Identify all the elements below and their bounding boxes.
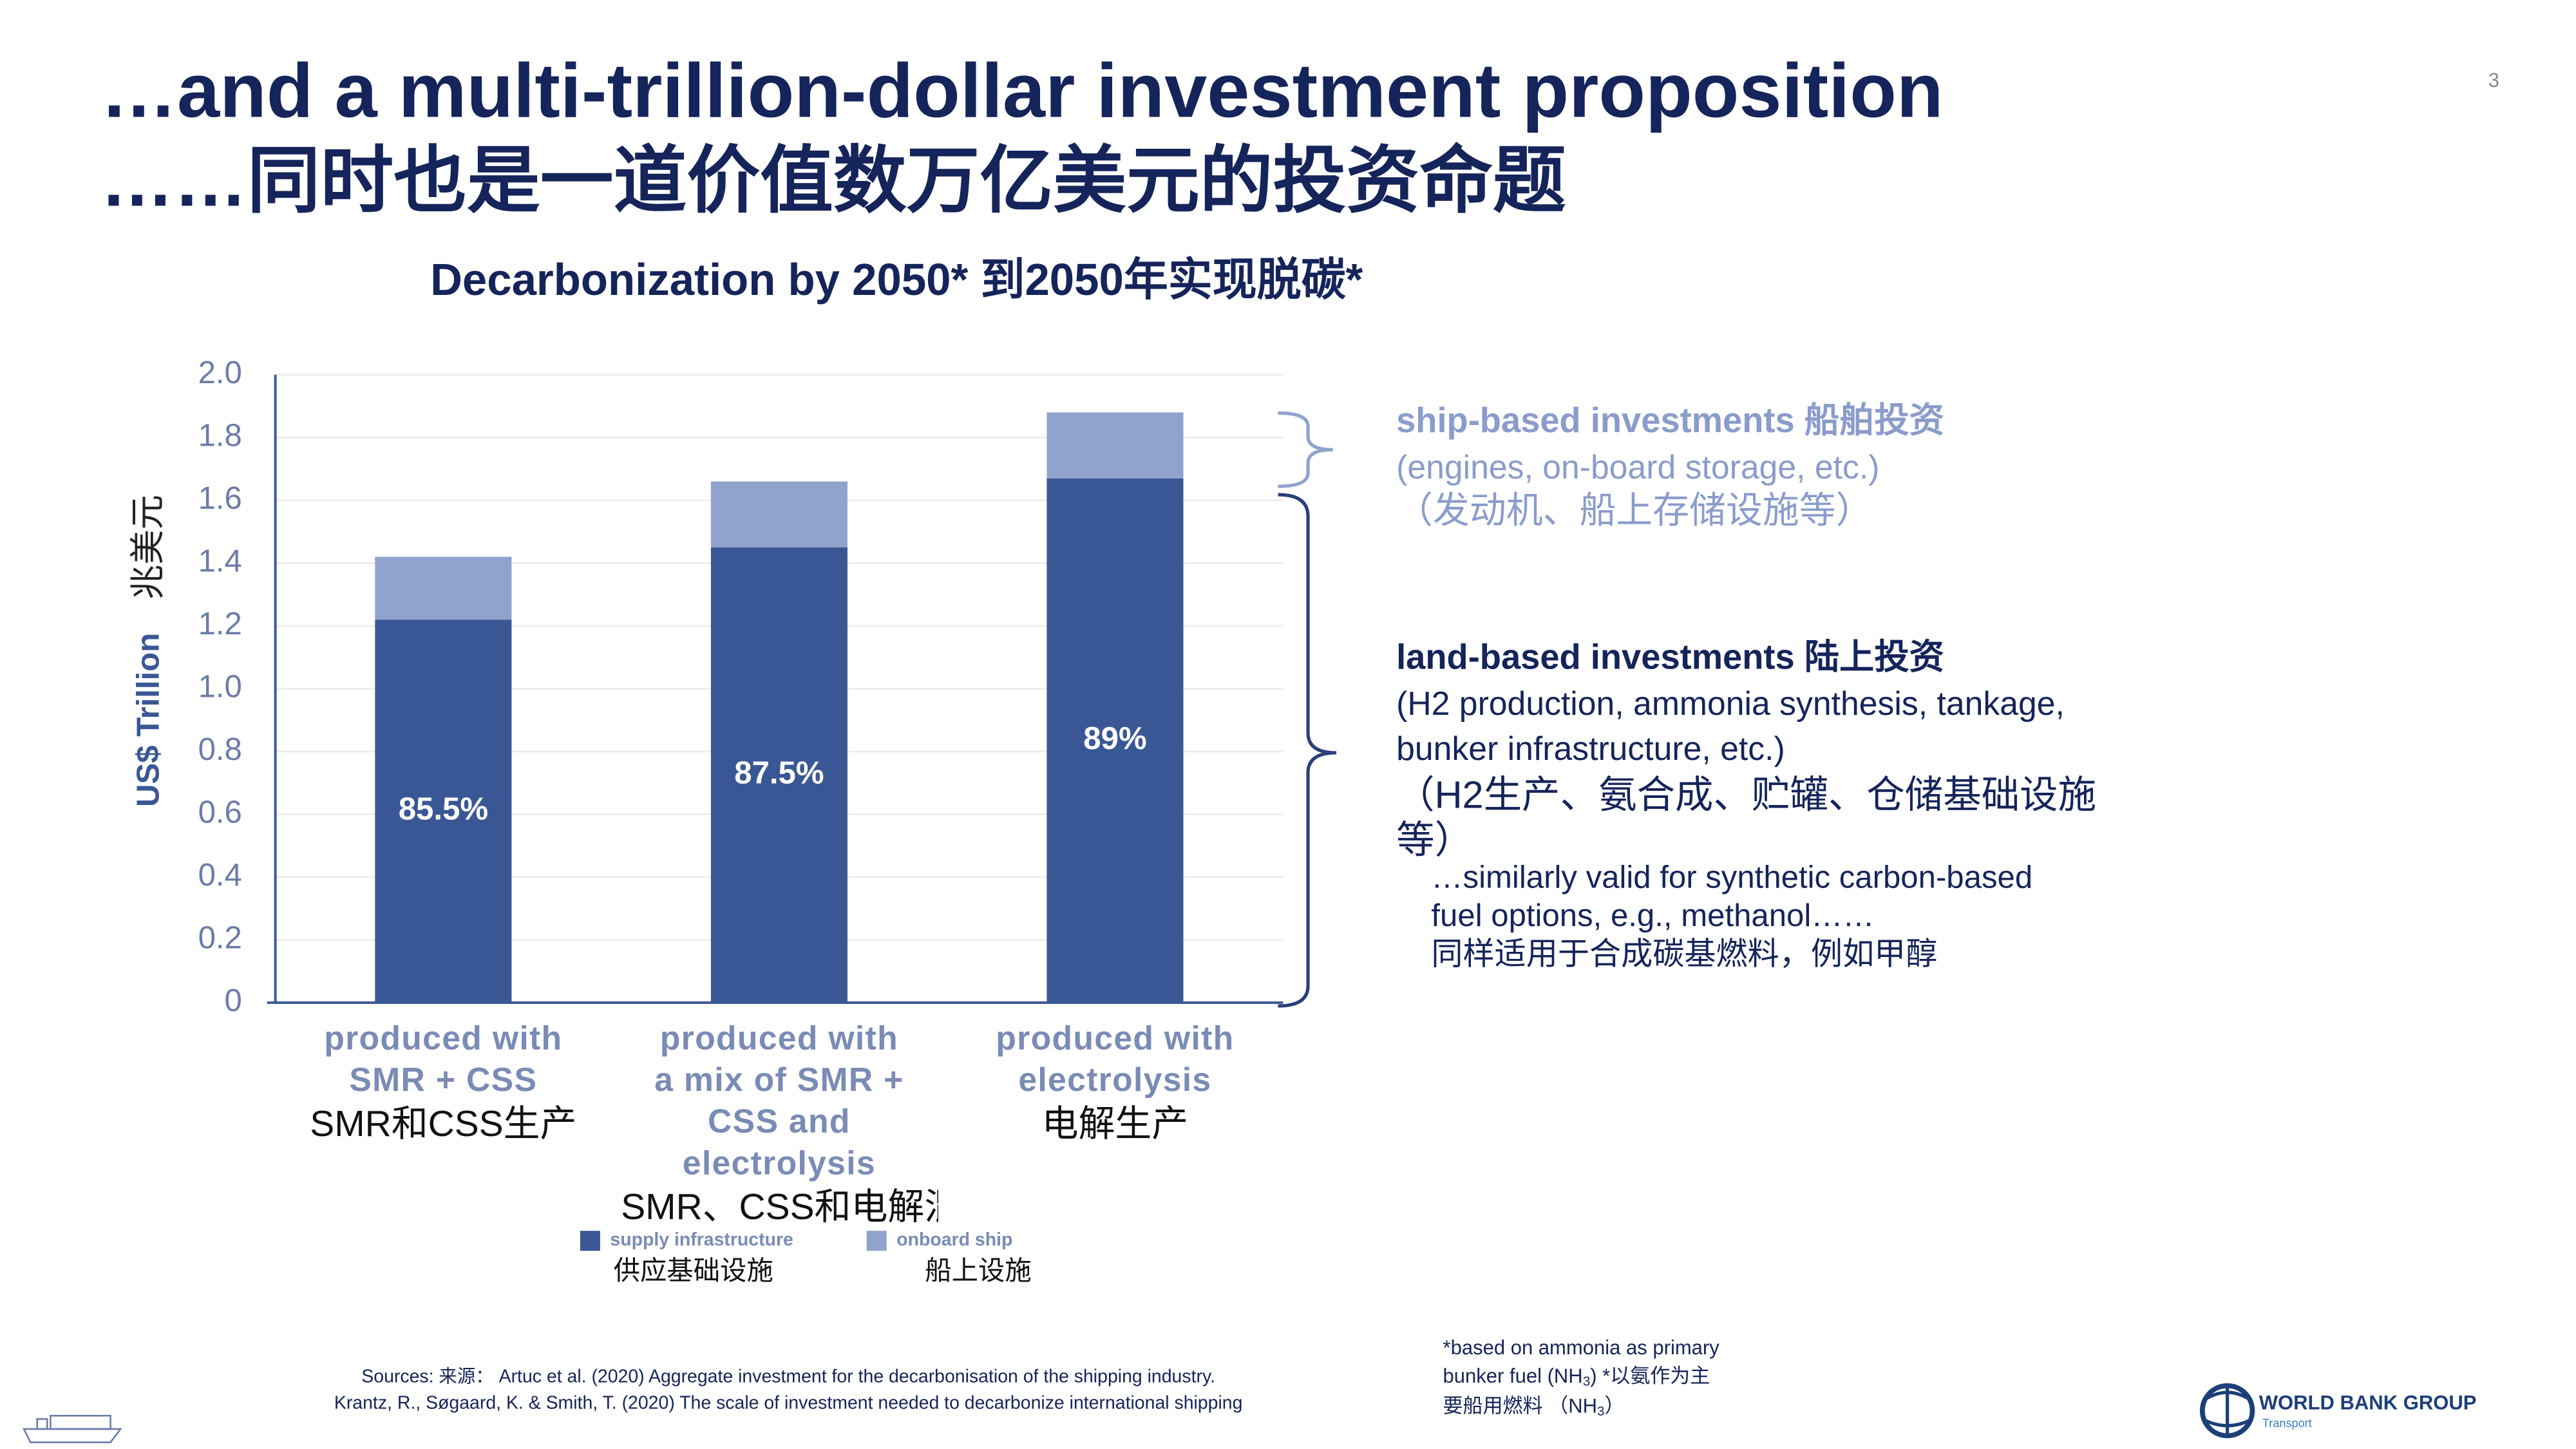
legend-label: onboard ship bbox=[896, 1229, 1012, 1250]
brace-ship bbox=[1278, 411, 1333, 488]
notes: ship-based investments 船舶投资 (engines, on… bbox=[1396, 401, 2096, 971]
ship-icon bbox=[22, 1414, 122, 1443]
x-tick-label: produced with SMR + CSS bbox=[324, 1021, 563, 1099]
logo-sub: Transport bbox=[2262, 1417, 2312, 1430]
y-label: US$ Trillion bbox=[131, 633, 166, 807]
footnote-part: ） bbox=[1605, 1395, 1625, 1417]
bar-annotation: 85.5% bbox=[399, 792, 488, 827]
legend-label-zh: 供应基础设施 bbox=[614, 1256, 773, 1285]
y-tick-label: 1.8 bbox=[198, 418, 242, 453]
legend-swatch bbox=[866, 1231, 887, 1251]
bar-segment bbox=[1046, 412, 1184, 478]
x-tick-label-zh: SMR和CSS生产 bbox=[310, 1103, 577, 1144]
fuel-note: 同样适用于合成碳基燃料，例如甲醇 bbox=[1431, 936, 1937, 971]
plot: 0 0.2 0.4 0.6 0.8 1.0 1.2 1.4 1.6 1.8 2.0 85.5% prod… bbox=[198, 355, 1283, 1285]
bar-segment bbox=[375, 620, 512, 1003]
land-line: bunker infrastructure, etc.) bbox=[1396, 730, 1785, 767]
y-tick-label: 1.4 bbox=[198, 544, 242, 578]
footnote-part: ) *以氨作为主 bbox=[1590, 1365, 1710, 1387]
page-number: 3 bbox=[2488, 69, 2499, 91]
y-tick-label: 1.2 bbox=[198, 607, 242, 641]
logo: WORLD BANK GROUP Transport bbox=[2199, 1383, 2477, 1439]
x-tick-label-box: produced with a mix of SMR + CSS and ele… bbox=[621, 1019, 937, 1229]
bar-annotation: 89% bbox=[1083, 721, 1146, 756]
bar-annotation: 87.5% bbox=[734, 755, 824, 790]
y-tick-label: 1.0 bbox=[198, 669, 242, 704]
y-tick-label: 0.4 bbox=[198, 858, 242, 893]
title: …and a multi-trillion-dollar investment … bbox=[100, 48, 1944, 133]
fuel-note: fuel options, e.g., methanol…… bbox=[1431, 898, 1874, 933]
ship-title: ship-based investments 船舶投资 bbox=[1396, 401, 1944, 440]
y-tick-label: 0 bbox=[225, 983, 242, 1018]
bar-segment bbox=[1046, 478, 1184, 1003]
y-tick-label: 0.2 bbox=[198, 920, 242, 955]
footnote: bunker fuel (NH3) *以氨作为主 bbox=[1443, 1365, 1710, 1389]
ship-line: (engines, on-board storage, etc.) bbox=[1396, 448, 1879, 486]
footnote-sub: 3 bbox=[1583, 1374, 1591, 1389]
footnote: 要船用燃料 （NH3） bbox=[1443, 1395, 1625, 1419]
footnote: *based on ammonia as primary bbox=[1443, 1336, 1720, 1359]
brace-land bbox=[1278, 493, 1337, 1008]
y-tick-label: 0.8 bbox=[198, 732, 242, 767]
legend-swatch bbox=[580, 1231, 600, 1251]
land-title: land-based investments 陆上投资 bbox=[1396, 637, 1944, 676]
footnote-sub: 3 bbox=[1597, 1405, 1605, 1419]
land-line: (H2 production, ammonia synthesis, tanka… bbox=[1396, 685, 2065, 722]
bar-segment bbox=[710, 481, 848, 548]
bar-segment bbox=[710, 547, 848, 1003]
land-line: （H2生产、氨合成、贮罐、仓储基础设施 bbox=[1396, 773, 2096, 817]
source: Sources: 来源： Artuc et al. (2020) Aggrega… bbox=[361, 1366, 1215, 1387]
y-label-zh: 兆美元 bbox=[128, 495, 167, 600]
footnote-part: 要船用燃料 （NH bbox=[1443, 1395, 1598, 1417]
x-tick-label: produced with a mix of SMR + CSS and ele… bbox=[654, 1021, 904, 1183]
source: Krantz, R., Søgaard, K. & Smith, T. (202… bbox=[334, 1393, 1243, 1414]
x-tick-label-group: produced with a mix of SMR + CSS and ele… bbox=[621, 1019, 937, 1229]
y-tick-label: 1.6 bbox=[198, 481, 242, 516]
legend-label: supply infrastructure bbox=[610, 1229, 793, 1250]
x-tick-label: produced with electrolysis bbox=[996, 1021, 1235, 1099]
x-tick-label-group: produced with SMR + CSS SMR和CSS生产 bbox=[285, 1019, 601, 1146]
title-zh: ……同时也是一道价值数万亿美元的投资命题 bbox=[100, 140, 1566, 222]
y-axis-label: US$ Trillion 兆美元 bbox=[128, 495, 167, 807]
bar-segment bbox=[375, 556, 512, 620]
fuel-note: …similarly valid for synthetic carbon-ba… bbox=[1431, 860, 2032, 895]
logo-name: WORLD BANK GROUP bbox=[2259, 1391, 2477, 1414]
y-tick-label: 2.0 bbox=[198, 355, 242, 390]
chart-title: Decarbonization by 2050* 到2050年实现脱碳* bbox=[430, 254, 1363, 305]
footnote-part: bunker fuel (NH bbox=[1443, 1365, 1583, 1387]
x-tick-label-zh: SMR、CSS和电解混合生产 bbox=[621, 1186, 937, 1228]
legend-label-zh: 船上设施 bbox=[925, 1256, 1031, 1285]
y-tick-label: 0.6 bbox=[198, 795, 242, 829]
x-tick-label-group: produced with electrolysis 电解生产 bbox=[957, 1019, 1273, 1146]
ship-line: （发动机、船上存储设施等） bbox=[1396, 490, 1872, 531]
land-line: 等） bbox=[1396, 818, 1473, 861]
x-tick-label-zh: 电解生产 bbox=[1041, 1103, 1189, 1144]
